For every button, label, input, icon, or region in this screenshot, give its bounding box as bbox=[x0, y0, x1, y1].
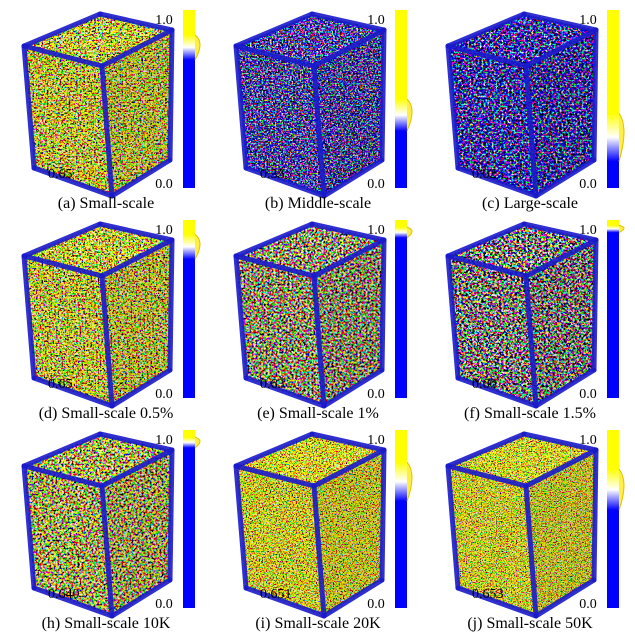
histogram-curve bbox=[195, 35, 200, 60]
cube-edge bbox=[594, 450, 596, 580]
cube-edge bbox=[382, 450, 384, 580]
panel: 1.0 0.0 0.640 (h) Small-scale 10K bbox=[24, 430, 200, 632]
panel: 1.0 0.0 0.60 (f) Small-scale 1.5% bbox=[448, 220, 624, 422]
colorbar-max: 1.0 bbox=[579, 223, 597, 238]
panel: 1.0 0.0 0.653 (j) Small-scale 50K bbox=[448, 430, 624, 632]
panel-value: 0.63 bbox=[260, 377, 285, 392]
colorbar bbox=[607, 430, 619, 608]
colorbar bbox=[183, 10, 195, 188]
histogram-curve bbox=[619, 469, 624, 510]
colorbar bbox=[607, 220, 619, 398]
panel-caption: (e) Small-scale 1% bbox=[257, 405, 379, 422]
panel: 1.0 0.0 0.651 (i) Small-scale 20K bbox=[236, 430, 412, 632]
colorbar-max: 1.0 bbox=[367, 433, 385, 448]
panel-caption: (h) Small-scale 10K bbox=[42, 615, 171, 632]
panel-caption: (c) Large-scale bbox=[482, 195, 578, 212]
colorbar bbox=[183, 220, 195, 398]
panel: 1.0 0.0 0.33 (b) Middle-scale bbox=[236, 10, 412, 212]
panel: 1.0 0.0 0.63 (e) Small-scale 1% bbox=[236, 220, 412, 422]
colorbar-max: 1.0 bbox=[579, 433, 597, 448]
colorbar bbox=[607, 10, 619, 188]
colorbar bbox=[395, 430, 407, 608]
colorbar-min: 0.0 bbox=[367, 387, 385, 402]
panel-caption: (f) Small-scale 1.5% bbox=[464, 405, 596, 422]
histogram-curve bbox=[195, 437, 200, 448]
histogram-curve bbox=[619, 225, 624, 232]
panel-caption: (d) Small-scale 0.5% bbox=[39, 405, 174, 422]
colorbar-max: 1.0 bbox=[155, 13, 173, 28]
panel-value: 0.02 bbox=[472, 167, 497, 182]
panel-caption: (b) Middle-scale bbox=[265, 195, 371, 212]
colorbar-max: 1.0 bbox=[155, 433, 173, 448]
colorbar-max: 1.0 bbox=[367, 223, 385, 238]
panel-value: 0.651 bbox=[260, 587, 292, 602]
panel-caption: (j) Small-scale 50K bbox=[467, 615, 593, 632]
panel-value: 0.653 bbox=[472, 587, 504, 602]
histogram-curve bbox=[195, 234, 200, 259]
cube-edge bbox=[382, 240, 384, 370]
colorbar-max: 1.0 bbox=[367, 13, 385, 28]
colorbar-min: 0.0 bbox=[155, 387, 173, 402]
colorbar bbox=[183, 430, 195, 608]
panel-value: 0.65 bbox=[48, 377, 73, 392]
colorbar-min: 0.0 bbox=[579, 177, 597, 192]
cube-edge bbox=[594, 30, 596, 160]
cube-edge bbox=[170, 450, 172, 580]
cube-edge bbox=[170, 30, 172, 160]
histogram-curve bbox=[407, 99, 412, 131]
panel-value: 0.33 bbox=[260, 167, 285, 182]
panel: 1.0 0.0 0.65 (a) Small-scale bbox=[24, 10, 200, 212]
histogram-curve bbox=[619, 113, 624, 161]
cube-edge bbox=[382, 30, 384, 160]
cube-edge bbox=[594, 240, 596, 370]
panel-value: 0.640 bbox=[48, 587, 80, 602]
histogram-curve bbox=[407, 462, 412, 501]
panel-value: 0.65 bbox=[48, 167, 73, 182]
colorbar-min: 0.0 bbox=[367, 597, 385, 612]
colorbar bbox=[395, 220, 407, 398]
panel-value: 0.60 bbox=[472, 377, 497, 392]
colorbar-min: 0.0 bbox=[155, 177, 173, 192]
colorbar-max: 1.0 bbox=[155, 223, 173, 238]
colorbar-min: 0.0 bbox=[579, 597, 597, 612]
panel-caption: (a) Small-scale bbox=[58, 195, 154, 212]
panel: 1.0 0.0 0.02 (c) Large-scale bbox=[448, 10, 624, 212]
colorbar bbox=[395, 10, 407, 188]
panel-caption: (i) Small-scale 20K bbox=[255, 615, 381, 632]
cube-edge bbox=[170, 240, 172, 370]
colorbar-min: 0.0 bbox=[579, 387, 597, 402]
figure: 1.00.00.65(a) Small-scale1.00.00.33(b) M… bbox=[0, 0, 635, 635]
histogram-curve bbox=[407, 227, 412, 238]
colorbar-min: 0.0 bbox=[367, 177, 385, 192]
colorbar-max: 1.0 bbox=[579, 13, 597, 28]
panel: 1.0 0.0 0.65 (d) Small-scale 0.5% bbox=[24, 220, 200, 422]
colorbar-min: 0.0 bbox=[155, 597, 173, 612]
